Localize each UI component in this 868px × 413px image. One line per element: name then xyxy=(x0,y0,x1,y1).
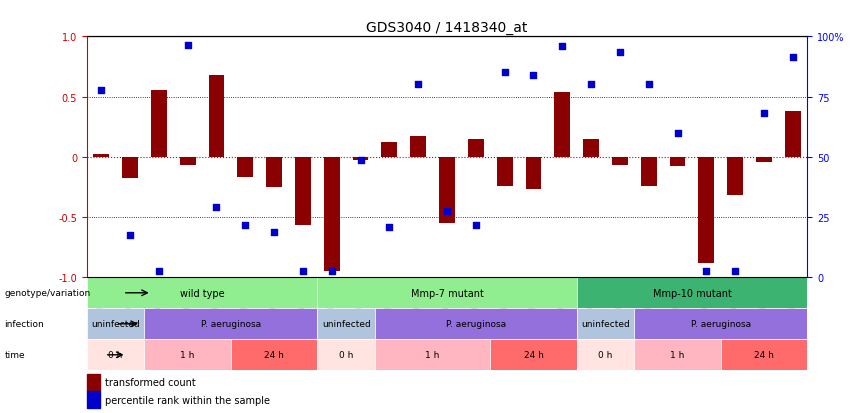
Text: genotype/variation: genotype/variation xyxy=(4,289,90,298)
Text: 1 h: 1 h xyxy=(181,351,194,359)
FancyBboxPatch shape xyxy=(231,339,318,370)
Bar xyxy=(439,157,455,223)
Bar xyxy=(555,93,570,157)
Text: uninfected: uninfected xyxy=(582,320,630,328)
Text: 1 h: 1 h xyxy=(670,351,685,359)
Bar xyxy=(93,155,109,157)
Point xyxy=(267,229,281,235)
Point xyxy=(584,82,598,88)
FancyBboxPatch shape xyxy=(576,309,635,339)
Bar xyxy=(525,157,542,190)
Text: 24 h: 24 h xyxy=(264,351,284,359)
Text: uninfected: uninfected xyxy=(91,320,140,328)
Bar xyxy=(699,157,714,263)
FancyBboxPatch shape xyxy=(576,278,807,309)
Point xyxy=(786,54,799,61)
Text: 0 h: 0 h xyxy=(339,351,353,359)
FancyBboxPatch shape xyxy=(87,339,144,370)
FancyBboxPatch shape xyxy=(318,309,375,339)
FancyBboxPatch shape xyxy=(87,278,318,309)
Point xyxy=(671,130,685,137)
Bar xyxy=(411,137,426,157)
Title: GDS3040 / 1418340_at: GDS3040 / 1418340_at xyxy=(366,21,528,35)
Point xyxy=(728,268,742,275)
Text: 24 h: 24 h xyxy=(523,351,543,359)
FancyBboxPatch shape xyxy=(375,309,576,339)
Bar xyxy=(352,157,369,161)
Point xyxy=(383,224,397,230)
Bar xyxy=(87,391,100,408)
Point xyxy=(527,72,541,79)
Point xyxy=(239,223,253,229)
Point xyxy=(469,223,483,229)
Text: P. aeruginosa: P. aeruginosa xyxy=(446,320,506,328)
Bar xyxy=(266,157,282,188)
Bar xyxy=(612,157,628,166)
Bar xyxy=(785,112,801,157)
Bar xyxy=(756,157,772,162)
FancyBboxPatch shape xyxy=(375,339,490,370)
Text: P. aeruginosa: P. aeruginosa xyxy=(691,320,751,328)
Bar xyxy=(381,143,398,157)
FancyBboxPatch shape xyxy=(720,339,807,370)
Text: Mmp-7 mutant: Mmp-7 mutant xyxy=(411,288,483,298)
Point xyxy=(700,268,713,275)
Bar xyxy=(324,157,339,272)
FancyBboxPatch shape xyxy=(87,309,144,339)
Bar xyxy=(87,374,100,391)
Point xyxy=(152,268,166,275)
FancyBboxPatch shape xyxy=(318,278,576,309)
Point xyxy=(325,268,339,275)
Bar xyxy=(496,157,513,186)
FancyBboxPatch shape xyxy=(490,339,576,370)
Bar xyxy=(151,91,167,157)
FancyBboxPatch shape xyxy=(318,339,375,370)
Text: wild type: wild type xyxy=(180,288,225,298)
Point xyxy=(757,111,771,117)
Point xyxy=(440,208,454,215)
Point xyxy=(296,268,310,275)
Text: transformed count: transformed count xyxy=(105,377,195,387)
Text: uninfected: uninfected xyxy=(322,320,371,328)
Text: 0 h: 0 h xyxy=(598,351,613,359)
Bar xyxy=(208,76,225,157)
Text: Mmp-10 mutant: Mmp-10 mutant xyxy=(653,288,732,298)
Point xyxy=(613,50,627,56)
FancyBboxPatch shape xyxy=(144,309,318,339)
Bar xyxy=(727,157,743,196)
Text: time: time xyxy=(4,351,25,359)
Point xyxy=(123,232,137,239)
Point xyxy=(181,42,194,49)
Text: infection: infection xyxy=(4,320,44,328)
Text: 24 h: 24 h xyxy=(754,351,774,359)
Bar xyxy=(641,157,657,186)
Text: 1 h: 1 h xyxy=(425,351,440,359)
Text: 0 h: 0 h xyxy=(108,351,122,359)
Bar xyxy=(468,139,483,157)
Point xyxy=(353,158,367,164)
Point xyxy=(556,43,569,50)
Bar xyxy=(122,157,138,179)
Point xyxy=(411,82,425,88)
FancyBboxPatch shape xyxy=(635,309,807,339)
Point xyxy=(209,204,223,211)
Bar xyxy=(180,157,195,166)
Point xyxy=(95,88,108,95)
Bar xyxy=(237,157,253,178)
Bar xyxy=(583,139,599,157)
FancyBboxPatch shape xyxy=(144,339,231,370)
Text: percentile rank within the sample: percentile rank within the sample xyxy=(105,394,270,405)
Point xyxy=(497,70,511,76)
Bar xyxy=(295,157,311,226)
Point xyxy=(641,82,655,88)
Bar xyxy=(669,157,686,167)
FancyBboxPatch shape xyxy=(635,339,720,370)
Text: P. aeruginosa: P. aeruginosa xyxy=(201,320,261,328)
FancyBboxPatch shape xyxy=(576,339,635,370)
